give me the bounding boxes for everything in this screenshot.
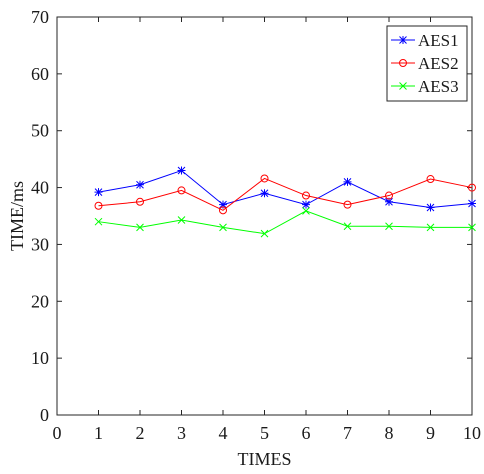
legend-label-aes2: AES2 <box>418 54 459 73</box>
data-point-aes1 <box>219 200 227 209</box>
data-point-aes3 <box>219 223 227 232</box>
data-point-aes2 <box>177 186 186 195</box>
series-line-aes2 <box>98 177 473 211</box>
data-point-aes2 <box>468 183 476 192</box>
legend-marker-aes3 <box>399 82 407 90</box>
data-point-aes1 <box>177 166 186 175</box>
data-point-aes2 <box>260 174 269 183</box>
x-tick-label: 2 <box>136 423 145 443</box>
data-point-aes1 <box>385 197 393 206</box>
data-point-aes3 <box>177 216 186 224</box>
y-axis-label: TIME/ms <box>7 181 27 251</box>
data-point-aes3 <box>94 217 103 226</box>
series-line-aes1 <box>98 169 473 208</box>
legend-marker-aes2 <box>399 59 407 67</box>
series-aes2 <box>94 174 476 215</box>
data-point-aes3 <box>260 229 269 238</box>
data-point-aes2 <box>426 175 435 184</box>
data-point-aes1 <box>136 180 144 189</box>
legend-label-aes3: AES3 <box>418 77 459 96</box>
y-tick-label: 30 <box>31 234 49 254</box>
x-tick-label: 6 <box>302 423 311 443</box>
legend: AES1 AES2 AES3 <box>386 25 468 102</box>
x-tick-label: 10 <box>463 423 481 443</box>
data-point-aes3 <box>343 222 352 231</box>
series-group <box>94 166 476 238</box>
y-tick-label: 60 <box>31 64 49 84</box>
data-point-aes3 <box>468 223 476 232</box>
series-aes1 <box>94 166 476 212</box>
series-aes3 <box>94 207 476 238</box>
y-tick-label: 70 <box>31 7 49 27</box>
data-point-aes1 <box>302 200 310 209</box>
data-point-aes2 <box>136 197 144 206</box>
data-point-aes2 <box>302 191 310 200</box>
data-point-aes3 <box>136 223 144 232</box>
data-point-aes3 <box>302 207 310 215</box>
data-point-aes1 <box>426 203 435 212</box>
x-tick-label: 7 <box>343 423 352 443</box>
y-tick-label: 20 <box>31 291 49 311</box>
data-point-aes2 <box>219 206 227 215</box>
y-tick-label: 10 <box>31 348 49 368</box>
data-point-aes2 <box>385 191 393 200</box>
data-point-aes2 <box>94 201 103 210</box>
legend-marker-aes1 <box>399 36 407 44</box>
x-tick-label: 8 <box>385 423 394 443</box>
x-tick-label: 0 <box>53 423 62 443</box>
x-tick-label: 3 <box>177 423 186 443</box>
x-axis-label: TIMES <box>238 449 292 469</box>
legend-label-aes1: AES1 <box>418 31 459 50</box>
y-tick-label: 50 <box>31 121 49 141</box>
data-point-aes3 <box>385 222 393 231</box>
x-tick-label: 1 <box>94 423 103 443</box>
data-point-aes2 <box>343 200 352 209</box>
data-point-aes3 <box>426 223 435 232</box>
y-tick-label: 0 <box>40 405 49 425</box>
data-point-aes1 <box>343 177 352 186</box>
axis-ticks: 0 1 2 3 4 5 6 7 8 9 10 0 10 20 30 40 50 60 70 <box>31 7 481 443</box>
data-point-aes1 <box>468 199 476 208</box>
x-tick-label: 5 <box>260 423 269 443</box>
data-point-aes1 <box>94 188 103 197</box>
x-tick-label: 9 <box>426 423 435 443</box>
series-line-aes3 <box>98 210 472 235</box>
x-tick-label: 4 <box>219 423 228 443</box>
data-point-aes1 <box>260 189 269 198</box>
y-tick-label: 40 <box>31 178 49 198</box>
